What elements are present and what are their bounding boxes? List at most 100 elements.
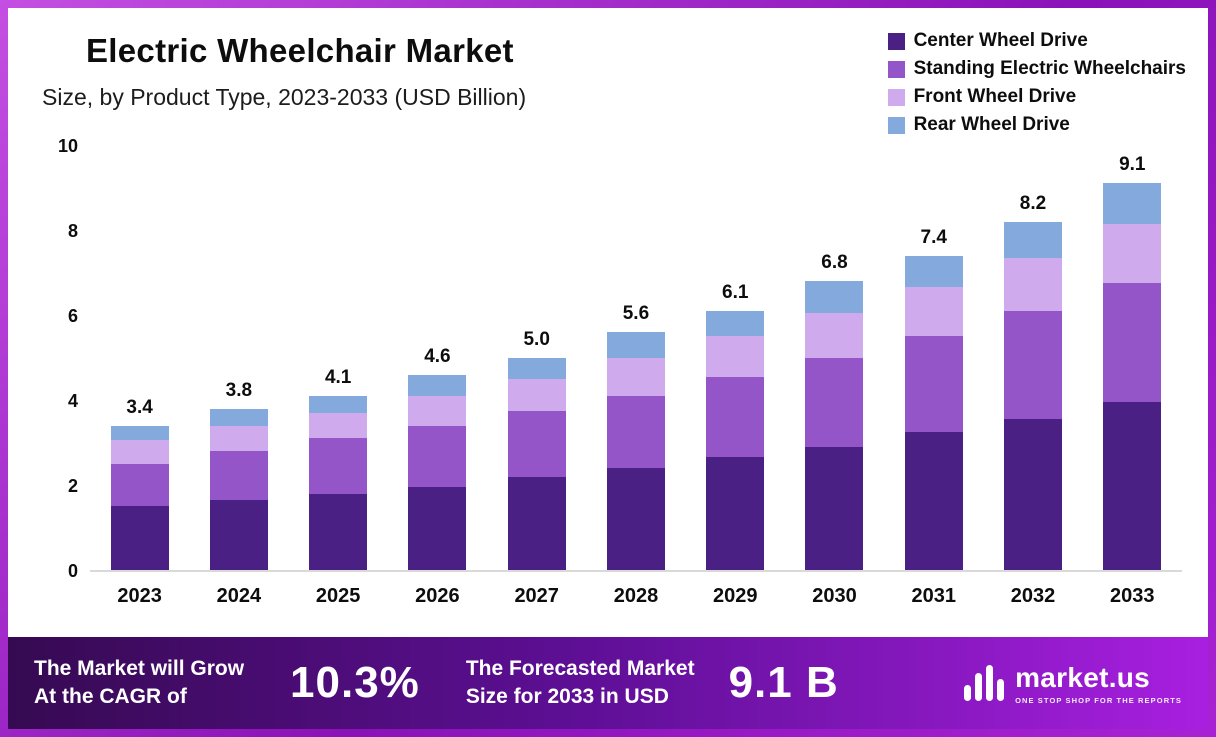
legend-label: Standing Electric Wheelchairs [913,58,1186,79]
bar-stack [507,357,566,570]
bar-stack [606,332,665,570]
bar-segment [1103,183,1162,224]
bar-segment [209,451,268,500]
legend-label: Center Wheel Drive [913,30,1088,51]
bar-segment [904,431,963,570]
x-axis-labels: 2023 2024 2025 2026 2027 2028 2029 2030 2031 2032… [90,576,1182,616]
stacked-bar-chart: 3.4 3.8 4.1 4.6 5.0 5.6 6.1 6.8 7.4 8.2 9.1 2023 20… [34,136,1186,616]
legend-item: Front Wheel Drive [887,86,1186,108]
x-axis-label: 2033 [1110,584,1155,607]
bar-segment [606,468,665,570]
bar-column: 5.0 [507,328,566,570]
y-axis-tick: 10 [57,136,78,156]
bar-column: 4.6 [408,345,467,570]
y-axis-tick: 4 [67,391,78,411]
bar-total-label: 5.6 [622,303,650,324]
logo-bar-icon [975,673,983,701]
title-block: Electric Wheelchair Market Size, by Prod… [42,26,526,111]
bar-stack [1004,221,1063,570]
bar-segment [606,332,665,358]
bar-total-label: 6.8 [821,252,848,273]
brand-logo-icon [964,665,1005,701]
bar-segment [706,310,765,337]
bar-segment [507,357,566,379]
bar-segment [904,255,963,288]
bar-segment [309,493,368,570]
bar-segment [110,506,169,570]
bar-segment [408,374,467,396]
bar-segment [1004,221,1063,258]
legend-swatch-icon [887,88,905,106]
y-axis-tick: 2 [67,476,78,496]
legend-swatch-icon [887,32,905,50]
x-axis-label: 2028 [613,584,659,607]
brand-tagline: ONE STOP SHOP FOR THE REPORTS [1015,695,1182,705]
x-axis-label: 2024 [216,584,262,607]
infographic: Electric Wheelchair Market Size, by Prod… [8,8,1208,729]
stats-banner: The Market will Grow At the CAGR of 10.3… [8,637,1208,729]
bar-segment [309,438,368,494]
logo-bar-icon [964,685,972,701]
x-axis-label: 2027 [514,584,559,607]
cagr-label-line2: At the CAGR of [34,685,187,708]
cagr-value: 10.3% [290,658,420,707]
cagr-label: The Market will Grow At the CAGR of [34,655,244,710]
bar-column: 5.6 [606,303,665,570]
forecast-value: 9.1 B [728,658,839,707]
legend-item: Rear Wheel Drive [887,114,1186,136]
bar-segment [1103,402,1162,570]
chart-legend: Center Wheel Drive Standing Electric Whee… [887,26,1186,136]
bar-segment [110,463,169,507]
bar-segment [408,425,467,488]
bar-stack [309,395,368,570]
x-axis-label: 2030 [812,584,857,607]
brand-name: market.us [1015,661,1151,693]
bars: 3.4 3.8 4.1 4.6 5.0 5.6 6.1 6.8 7.4 8.2 9.1 [90,145,1182,570]
header: Electric Wheelchair Market Size, by Prod… [8,8,1208,140]
bar-stack [805,281,864,570]
bar-column: 3.8 [209,379,268,570]
bar-stack [110,425,169,570]
bar-total-label: 4.6 [424,345,451,367]
bar-segment [1004,419,1063,570]
legend-swatch-icon [887,60,905,78]
bar-segment [309,412,368,439]
bar-segment [209,499,268,570]
x-axis-label: 2026 [415,584,460,607]
y-axis-tick: 8 [67,221,78,241]
forecast-label-line1: The Forecasted Market [465,657,695,681]
bar-total-label: 3.8 [225,379,253,401]
y-axis-tick: 6 [67,306,78,326]
bar-segment [110,425,169,441]
bar-segment [805,281,864,313]
bar-column: 4.1 [309,367,368,570]
bar-column: 3.4 [110,397,169,570]
bar-segment [904,336,963,432]
bar-segment [606,357,665,396]
bar-segment [1004,257,1063,311]
legend-label: Rear Wheel Drive [913,114,1070,135]
legend-item: Center Wheel Drive [887,30,1186,52]
bar-segment [1004,310,1063,420]
bar-column: 7.4 [904,227,963,570]
bar-column: 8.2 [1004,193,1063,570]
x-axis-line [90,570,1182,572]
x-axis-label: 2023 [117,584,162,607]
bar-total-label: 9.1 [1119,154,1146,176]
bar-stack [706,310,765,570]
legend-label: Front Wheel Drive [913,86,1077,107]
bar-segment [706,457,765,570]
cagr-label-line1: The Market will Grow [34,657,245,681]
bar-segment [1103,223,1162,284]
bar-segment [805,446,864,570]
bar-total-label: 5.0 [523,328,550,350]
x-axis-label: 2032 [1010,584,1056,607]
bar-segment [209,425,268,451]
bar-segment [706,336,765,377]
bar-segment [507,378,566,411]
bar-segment [110,440,169,464]
bar-segment [606,395,665,468]
bar-stack [1103,183,1162,570]
bar-segment [904,287,963,337]
